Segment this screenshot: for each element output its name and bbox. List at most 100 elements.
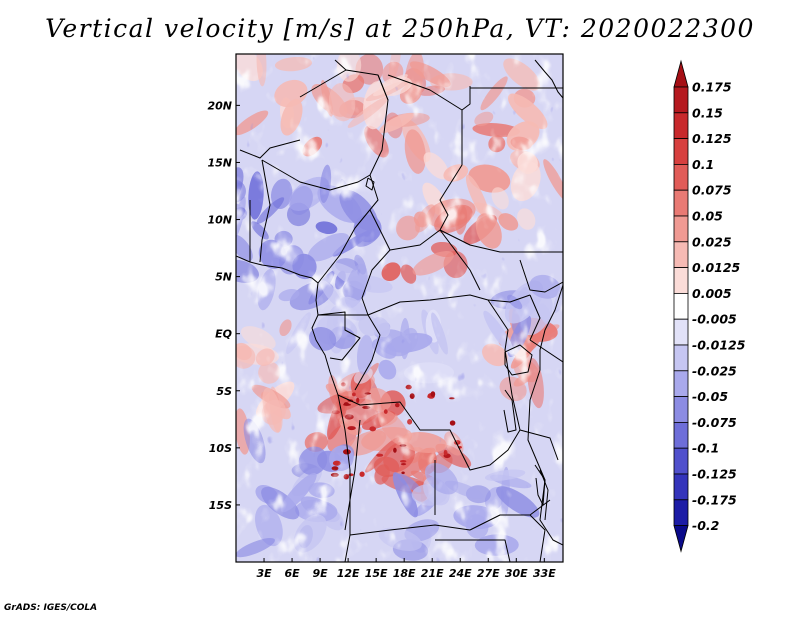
x-tick-label: 18E (393, 567, 416, 580)
x-tick-label: 27E (477, 567, 500, 580)
border-chad-car (369, 209, 441, 251)
y-tick-label: 15S (209, 499, 232, 512)
colorbar-label: 0.0125 (692, 260, 741, 275)
grads-credit: GrADS: IGES/COLA (4, 603, 98, 613)
map-frame (235, 53, 564, 563)
colorbar-swatch (673, 86, 689, 114)
border-angola-namibia (349, 524, 471, 536)
x-tick-label: 3E (256, 567, 272, 580)
x-tick-label: 30E (505, 567, 528, 580)
colorbar-swatch (673, 447, 689, 475)
x-axis: 3E 6E 9E 12E 15E 18E 21E 24E 27E 30E 33E (256, 558, 556, 580)
coastline-red-sea (534, 59, 563, 99)
colorbar-label: -0.0125 (692, 338, 746, 353)
coastline-lake-malawi (534, 464, 546, 506)
border-car-sudan (439, 229, 481, 291)
border-uganda-kenya (529, 294, 541, 341)
colorbar-swatch (673, 163, 689, 191)
x-tick-label: 12E (337, 567, 360, 580)
x-tick-label: 15E (365, 567, 388, 580)
coastline-gulf-of-guinea (236, 255, 351, 562)
velocity-field (236, 54, 563, 562)
border-mali-niger (239, 139, 301, 159)
colorbar-swatch (673, 112, 689, 140)
colorbar-label: -0.1 (692, 441, 719, 456)
border-kenya-tanzania (529, 339, 563, 363)
border-nigeria-cameroon (317, 174, 379, 284)
y-axis: 20N 15N 10N 5N EQ 5S 10S 15S (207, 99, 240, 512)
border-namibia-botswana (435, 539, 511, 562)
coastline-lake-chad (365, 177, 375, 191)
y-tick-label: 10N (207, 214, 232, 227)
colorbar-swatch (673, 473, 689, 501)
y-tick-label: 5S (216, 385, 232, 398)
border-southsudan-ethiopia (519, 259, 563, 293)
colorbar-label: 0.05 (692, 209, 723, 224)
colorbar-swatch (673, 370, 689, 397)
colorbar-swatch (673, 499, 689, 526)
colorbar-swatch (673, 318, 689, 346)
border-zambia-zimbabwe (469, 499, 551, 531)
border-angola-drc (337, 394, 461, 451)
border-angola-inner (344, 419, 361, 531)
y-tick-label: 15N (207, 156, 232, 169)
x-tick-label: 9E (312, 567, 328, 580)
colorbar-label: -0.2 (692, 518, 719, 533)
colorbar-label: 0.175 (692, 80, 732, 95)
country-borders (236, 59, 563, 562)
x-tick-label: 24E (449, 567, 472, 580)
colorbar-label: -0.075 (692, 415, 737, 430)
colorbar-label: 0.1 (692, 157, 714, 172)
colorbar: 0.175 0.15 0.125 0.1 0.075 0.05 0.025 0.0125 0.0… (673, 59, 746, 553)
colorbar-label: -0.125 (692, 467, 737, 482)
colorbar-arrow-top (673, 59, 689, 88)
field-texture-white (236, 54, 563, 562)
border-tanzania-zambia (519, 429, 559, 461)
border-nigeria-benin (259, 159, 271, 263)
border-niger-nigeria (261, 159, 371, 191)
border-car-drc (367, 294, 489, 316)
border-drc-east (487, 299, 521, 431)
colorbar-swatch (673, 215, 689, 243)
colorbar-swatch (673, 344, 689, 372)
colorbar-arrow-bottom (673, 525, 689, 553)
border-mozambique (529, 514, 546, 562)
x-tick-label: 6E (284, 567, 300, 580)
colorbar-swatch (673, 267, 689, 294)
coastline-lake-victoria (504, 344, 533, 376)
colorbar-swatch (673, 421, 689, 449)
colorbar-label: -0.175 (692, 492, 737, 507)
x-tick-label: 33E (533, 567, 556, 580)
border-niger-chad (369, 74, 389, 176)
border-gabon-congo (317, 311, 361, 361)
colorbar-label: 0.125 (692, 131, 732, 146)
colorbar-label: 0.025 (692, 234, 732, 249)
colorbar-label: -0.005 (692, 312, 737, 327)
x-tick-label: 21E (421, 567, 444, 580)
chart-title: Vertical velocity [m/s] at 250hPa, VT: 2… (45, 14, 755, 43)
colorbar-label: 0.15 (692, 105, 723, 120)
colorbar-swatch (673, 292, 689, 320)
colorbar-swatch (673, 138, 689, 165)
colorbar-label: -0.05 (692, 389, 728, 404)
coastline-lake-tanganyika (503, 389, 517, 433)
border-congo-drc (354, 314, 381, 391)
y-tick-label: 20N (207, 99, 232, 112)
colorbar-swatch (673, 189, 689, 217)
colorbar-swatch (673, 241, 689, 269)
colorbar-label: 0.005 (692, 286, 732, 301)
border-sudan-southsudan (439, 229, 563, 253)
border-chad-sudan (439, 110, 463, 231)
border-drc-zambia (459, 429, 521, 471)
y-tick-label: 5N (215, 271, 232, 284)
colorbar-swatch (673, 396, 689, 423)
border-libya-niger-chad (334, 59, 347, 71)
y-tick-label: EQ (215, 328, 232, 341)
y-tick-label: 10S (209, 442, 232, 455)
colorbar-label: -0.025 (692, 363, 737, 378)
border-cameroon-car (361, 249, 391, 316)
border-southsudan-uganda (487, 294, 531, 303)
colorbar-label: 0.075 (692, 183, 732, 198)
coastline-east-africa (527, 284, 563, 546)
